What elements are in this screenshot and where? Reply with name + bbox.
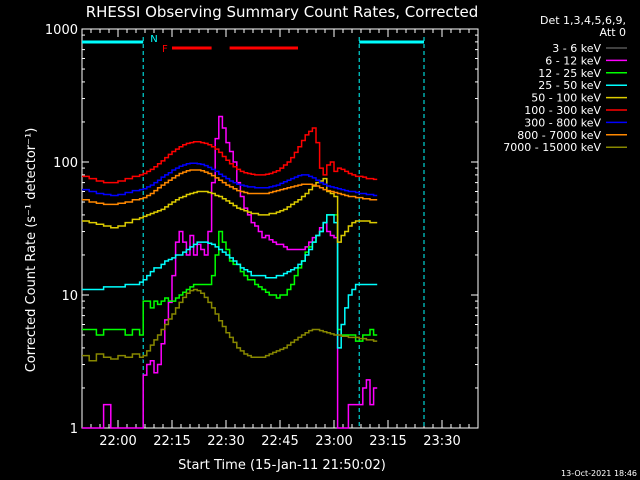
x-tick-label: 23:15: [369, 434, 406, 449]
series-line: [82, 288, 378, 362]
series-line: [82, 115, 378, 429]
series-line: [143, 140, 370, 360]
series-line: [82, 214, 378, 349]
chart-title: RHESSI Observing Summary Count Rates, Co…: [86, 3, 479, 21]
x-tick-label: 22:15: [153, 434, 190, 449]
legend-item-label: 300 - 800 keV: [524, 116, 601, 129]
y-tick-label: 1000: [45, 23, 78, 38]
legend-item-label: 6 - 12 keV: [545, 54, 601, 67]
legend-item-label: 12 - 25 keV: [538, 67, 601, 80]
y-tick-label: 100: [53, 156, 78, 171]
legend-item-label: 50 - 100 keV: [531, 92, 601, 105]
legend-item-label: 7000 - 15000 keV: [503, 141, 601, 154]
x-tick-label: 23:30: [423, 434, 460, 449]
night-flag-label: N: [150, 34, 157, 45]
legend-item-label: 800 - 7000 keV: [517, 129, 601, 142]
x-axis-label: Start Time (15-Jan-11 21:50:02): [178, 458, 386, 473]
legend-item-label: 100 - 300 keV: [524, 104, 601, 117]
plot-area: 1 10 100 1000 22:00 22:15 22:30 22:45 23:00 23:15…: [45, 23, 479, 449]
series-line: [82, 169, 378, 206]
x-tick-label: 22:00: [99, 434, 136, 449]
y-tick-label: 1: [70, 422, 78, 437]
series-line: [82, 162, 378, 197]
x-tick-label: 23:00: [315, 434, 352, 449]
y-axis-label: Corrected Count Rate (s⁻¹ detector⁻¹): [24, 128, 39, 373]
series-line: [82, 177, 378, 243]
x-tick-label: 22:45: [261, 434, 298, 449]
flare-flag-label: F: [162, 44, 168, 55]
x-tick-label: 22:30: [207, 434, 244, 449]
series-line: [82, 127, 378, 184]
y-tick-label: 10: [61, 289, 78, 304]
footer-timestamp: 13-Oct-2021 18:46: [561, 469, 637, 478]
legend-item-label: 3 - 6 keV: [552, 42, 601, 55]
legend-header: Att 0: [600, 26, 626, 39]
legend-header: Det 1,3,4,5,6,9,: [540, 14, 626, 27]
legend-item-label: 25 - 50 keV: [538, 79, 601, 92]
